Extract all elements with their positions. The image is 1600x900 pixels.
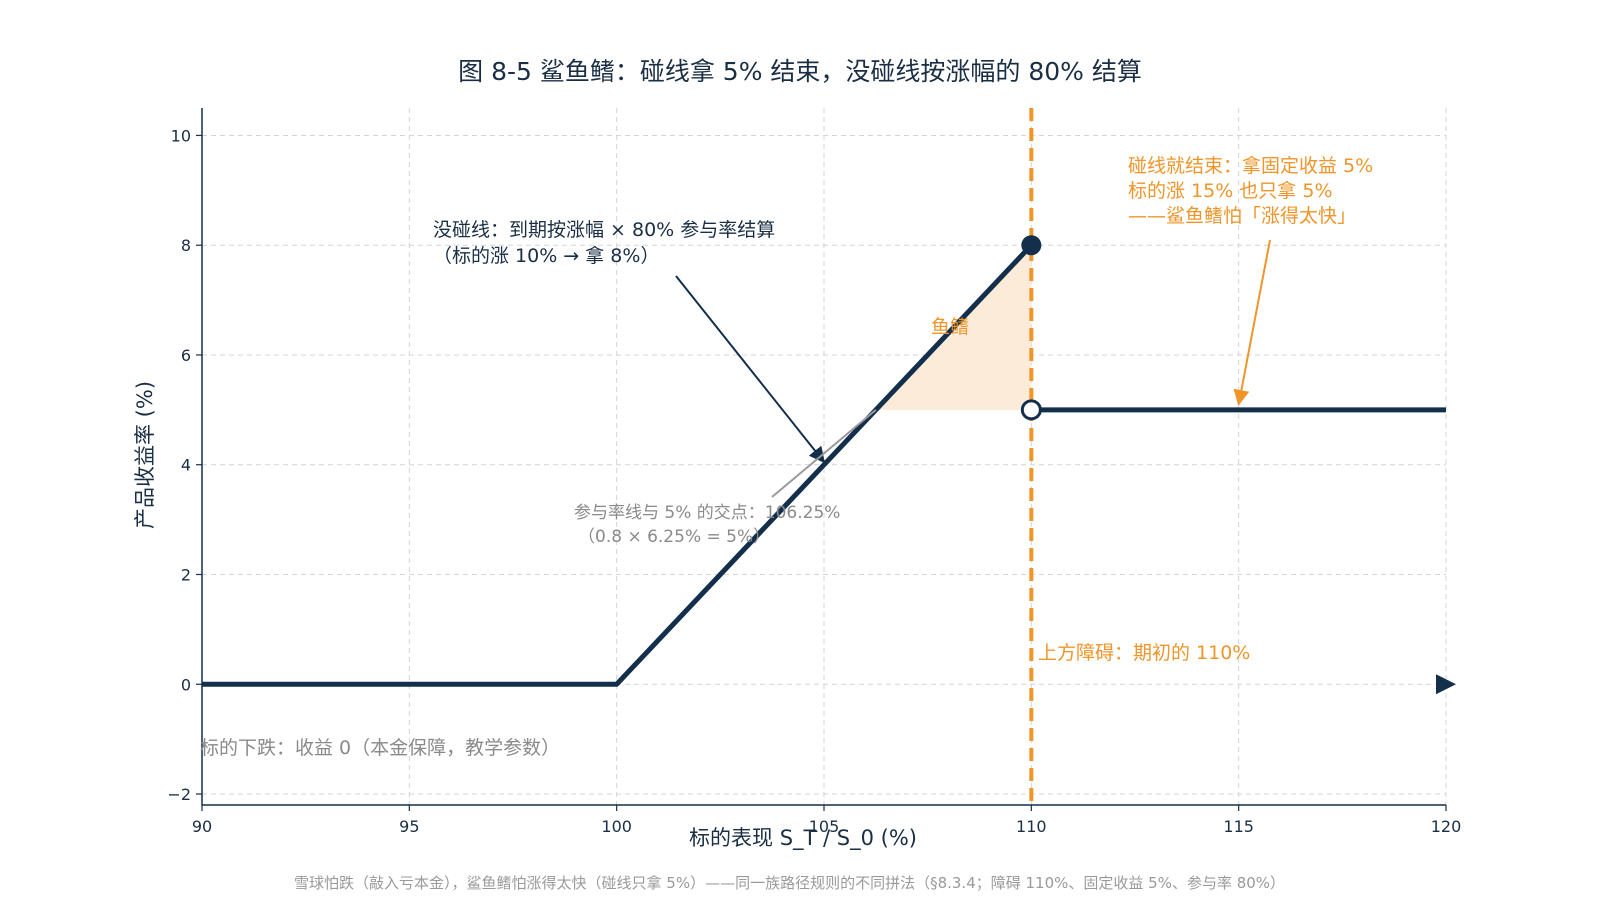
y-tick-label: 2 — [181, 565, 191, 584]
y-tick-label: 10 — [171, 126, 191, 145]
x-tick-label: 90 — [192, 817, 212, 836]
touch-annotation-line2: 标的涨 15% 也只拿 5% — [1128, 179, 1333, 202]
x-tick-label: 115 — [1223, 817, 1254, 836]
no-touch-arrow — [675, 275, 825, 464]
y-tick-label: 4 — [181, 456, 191, 475]
y-tick-label: 0 — [181, 675, 191, 694]
no-touch-annotation-line2: （标的涨 10% → 拿 8%） — [433, 244, 659, 267]
x-axis-label: 标的表现 S_T / S_0 (%) — [689, 826, 917, 851]
x-tick-label: 100 — [601, 817, 632, 836]
intersection-annotation-line2: （0.8 × 6.25% = 5%） — [578, 527, 770, 547]
y-tick-label: 6 — [181, 346, 191, 365]
y-tick-label: −2 — [167, 785, 191, 804]
x-tick-label: 105 — [809, 817, 840, 836]
intersection-arrow — [771, 409, 877, 498]
touch-annotation-line3: ——鲨鱼鳍怕「涨得太快」 — [1128, 205, 1356, 227]
touch-annotation-line1: 碰线就结束：拿固定收益 5% — [1128, 154, 1373, 177]
footnote: 雪球怕跌（敲入亏本金），鲨鱼鳍怕涨得太快（碰线只拿 5%）——同一族路径规则的不… — [294, 874, 1285, 892]
fin-label: 鱼鳍 — [931, 316, 969, 338]
point-markers — [1020, 235, 1042, 421]
x-tick-label: 95 — [399, 817, 419, 836]
payoff-lines — [202, 108, 1446, 805]
hollow-point-marker — [1020, 399, 1042, 421]
tick-labels: 90 95 100 105 110 115 120 −2 0 2 4 6 8 10 — [167, 126, 1461, 836]
y-axis-label: 产品收益率 (%) — [133, 381, 157, 529]
no-touch-annotation-line1: 没碰线：到期按涨幅 × 80% 参与率结算 — [433, 219, 775, 241]
x-tick-label: 110 — [1016, 817, 1047, 836]
downside-annotation: 标的下跌：收益 0（本金保障，教学参数） — [200, 737, 560, 759]
barrier-label: 上方障碍：期初的 110% — [1038, 642, 1250, 664]
touch-arrow — [1233, 239, 1271, 406]
annotation-arrows — [675, 239, 1271, 498]
y-tick-label: 8 — [181, 236, 191, 255]
x-tick-label: 120 — [1431, 817, 1462, 836]
payoff-segment-1 — [202, 243, 1034, 687]
chart-title: 图 8-5 鲨鱼鳍：碰线拿 5% 结束，没碰线按涨幅的 80% 结算 — [458, 57, 1142, 86]
x-axis-arrowhead — [1436, 674, 1456, 695]
filled-point-marker — [1021, 235, 1042, 256]
intersection-annotation-line1: 参与率线与 5% 的交点：106.25% — [574, 503, 840, 523]
